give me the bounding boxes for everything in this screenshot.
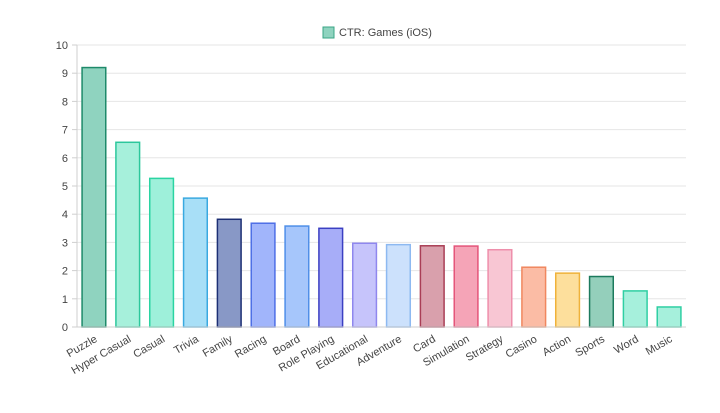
y-tick-label: 1 <box>62 294 68 306</box>
x-tick-label: Trivia <box>172 333 202 357</box>
gridlines <box>72 44 686 328</box>
bar-sports[interactable] <box>588 275 615 328</box>
bar-card[interactable] <box>419 245 445 328</box>
y-tick-label: 5 <box>62 181 68 193</box>
y-tick-label: 6 <box>62 153 68 165</box>
x-tick-label: Sports <box>573 333 607 360</box>
legend-label: CTR: Games (iOS) <box>339 27 432 39</box>
bar-board[interactable] <box>284 225 310 328</box>
bars <box>81 66 682 328</box>
bar-family[interactable] <box>216 218 242 328</box>
legend-swatch <box>322 26 335 39</box>
bar-puzzle[interactable] <box>81 66 107 328</box>
x-tick-label: Strategy <box>464 333 506 364</box>
x-tick-label: Family <box>201 333 235 360</box>
y-tick-label: 7 <box>62 125 68 137</box>
bar-word[interactable] <box>622 290 648 328</box>
bar-trivia[interactable] <box>182 197 209 328</box>
y-tick-label: 3 <box>62 237 68 249</box>
y-tick-label: 0 <box>62 322 68 334</box>
bar-music[interactable] <box>656 306 682 328</box>
x-tick-label: Casual <box>131 333 167 361</box>
x-tick-label: Racing <box>233 333 269 361</box>
legend[interactable]: CTR: Games (iOS) <box>322 26 432 39</box>
bar-simulation[interactable] <box>453 245 479 328</box>
y-tick-label: 10 <box>56 40 68 52</box>
bar-casino[interactable] <box>521 266 547 328</box>
x-tick-label: Action <box>541 333 573 359</box>
y-tick-label: 8 <box>62 96 68 108</box>
x-tick-label: Casino <box>504 333 540 361</box>
bar-hyper-casual[interactable] <box>115 141 141 328</box>
y-tick-label: 4 <box>62 209 68 221</box>
y-tick-label: 9 <box>62 68 68 80</box>
bar-racing[interactable] <box>250 222 276 328</box>
x-tick-label: Word <box>612 333 641 356</box>
bar-adventure[interactable] <box>385 243 412 328</box>
bar-strategy[interactable] <box>487 248 513 328</box>
bar-educational[interactable] <box>351 242 378 328</box>
bar-casual[interactable] <box>148 177 175 328</box>
y-tick-label: 2 <box>62 266 68 278</box>
x-tick-label: Music <box>644 333 675 358</box>
bar-action[interactable] <box>554 272 581 328</box>
y-axis-ticks: 0 1 2 3 4 5 6 7 8 9 10 <box>56 40 68 334</box>
bar-role-playing[interactable] <box>318 227 344 328</box>
